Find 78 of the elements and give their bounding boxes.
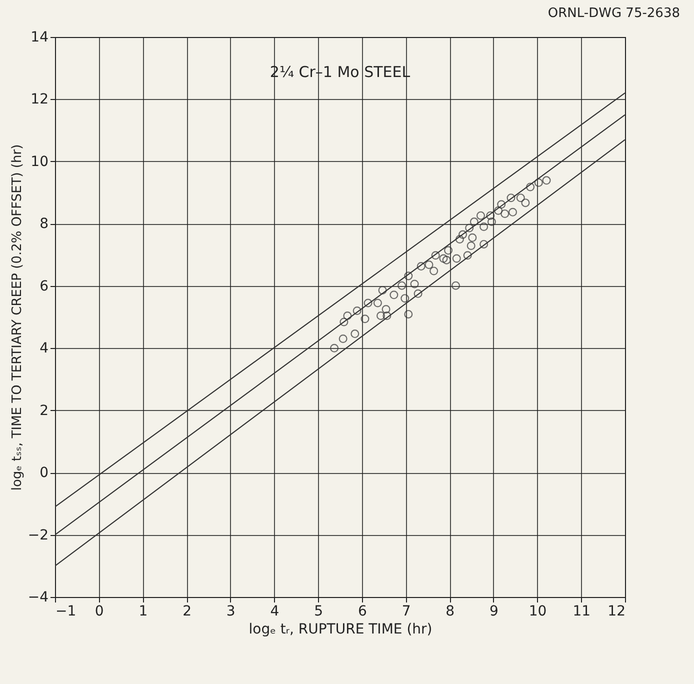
x-tick-label: 11: [572, 604, 591, 620]
point: [400, 294, 410, 303]
x-tick-label: 0: [94, 604, 104, 620]
point: [468, 233, 477, 242]
point: [343, 312, 352, 320]
point: [398, 281, 406, 290]
point: [458, 230, 468, 239]
point: [350, 330, 360, 338]
point: [430, 266, 438, 276]
point: [378, 286, 387, 294]
point: [500, 209, 510, 218]
x-tick-label: 2: [182, 604, 192, 620]
y-tick-label: 2: [40, 402, 48, 419]
point: [451, 281, 460, 290]
point: [382, 304, 390, 314]
point: [338, 334, 348, 344]
point: [506, 194, 516, 202]
point: [416, 262, 426, 271]
y-tick-label: 14: [30, 30, 49, 46]
point: [364, 298, 372, 308]
point: [497, 200, 506, 209]
x-axis-title: logₑ tᵣ, RUPTURE TIME (hr): [248, 622, 432, 638]
point: [516, 194, 525, 202]
point: [542, 176, 551, 185]
point: [470, 218, 478, 226]
point: [466, 242, 476, 250]
y-tick-label: 4: [40, 340, 49, 357]
point: [404, 272, 413, 280]
text: ORNL-DWG 75-2638: [548, 6, 680, 21]
x-tick-label: 6: [358, 604, 367, 620]
x-tick-label: 7: [402, 604, 411, 620]
point: [480, 240, 488, 248]
point: [424, 260, 434, 269]
point: [382, 312, 392, 320]
point: [414, 289, 422, 298]
y-tick-label: −4: [28, 590, 49, 606]
point: [360, 314, 370, 324]
point: [486, 211, 495, 220]
point: [534, 178, 543, 187]
point: [373, 298, 382, 308]
point: [508, 208, 518, 216]
y-tick-label: 12: [30, 92, 48, 108]
point: [404, 310, 413, 318]
x-tick-label: 3: [226, 604, 236, 620]
y-axis-title: logₑ tₛₛ, TIME TO TERTIARY CREEP (0.2% OFFSET) (hr): [10, 144, 25, 491]
x-tick-label: 1: [138, 604, 148, 620]
point: [455, 234, 464, 244]
y-tick-label: 10: [30, 154, 48, 170]
point: [444, 246, 453, 255]
point: [439, 254, 448, 263]
point: [330, 344, 339, 352]
y-tick-label: 8: [40, 216, 48, 232]
point: [487, 218, 496, 226]
point: [480, 222, 488, 232]
y-tick-label: −2: [28, 527, 48, 544]
y-tick-label: 0: [40, 465, 48, 482]
x-tick-label: −1: [56, 604, 76, 620]
point: [390, 290, 398, 300]
point: [442, 256, 451, 264]
point: [465, 224, 474, 232]
y-tick-label: 6: [40, 278, 49, 294]
point: [431, 251, 440, 260]
x-tick-label: 5: [314, 604, 324, 620]
x-tick-label: 10: [528, 604, 547, 620]
point: [494, 206, 503, 215]
point: [352, 306, 362, 316]
point: [376, 312, 386, 320]
x-tick-label: 8: [446, 604, 455, 620]
point: [452, 254, 461, 263]
x-tick-label: 9: [490, 604, 498, 620]
point: [526, 182, 535, 192]
x-tick-label: 4: [270, 604, 280, 620]
point: [340, 318, 348, 326]
point: [476, 211, 486, 220]
point: [463, 251, 472, 260]
x-tick-label: 12: [608, 604, 626, 620]
point: [521, 198, 530, 208]
point: [410, 280, 419, 288]
